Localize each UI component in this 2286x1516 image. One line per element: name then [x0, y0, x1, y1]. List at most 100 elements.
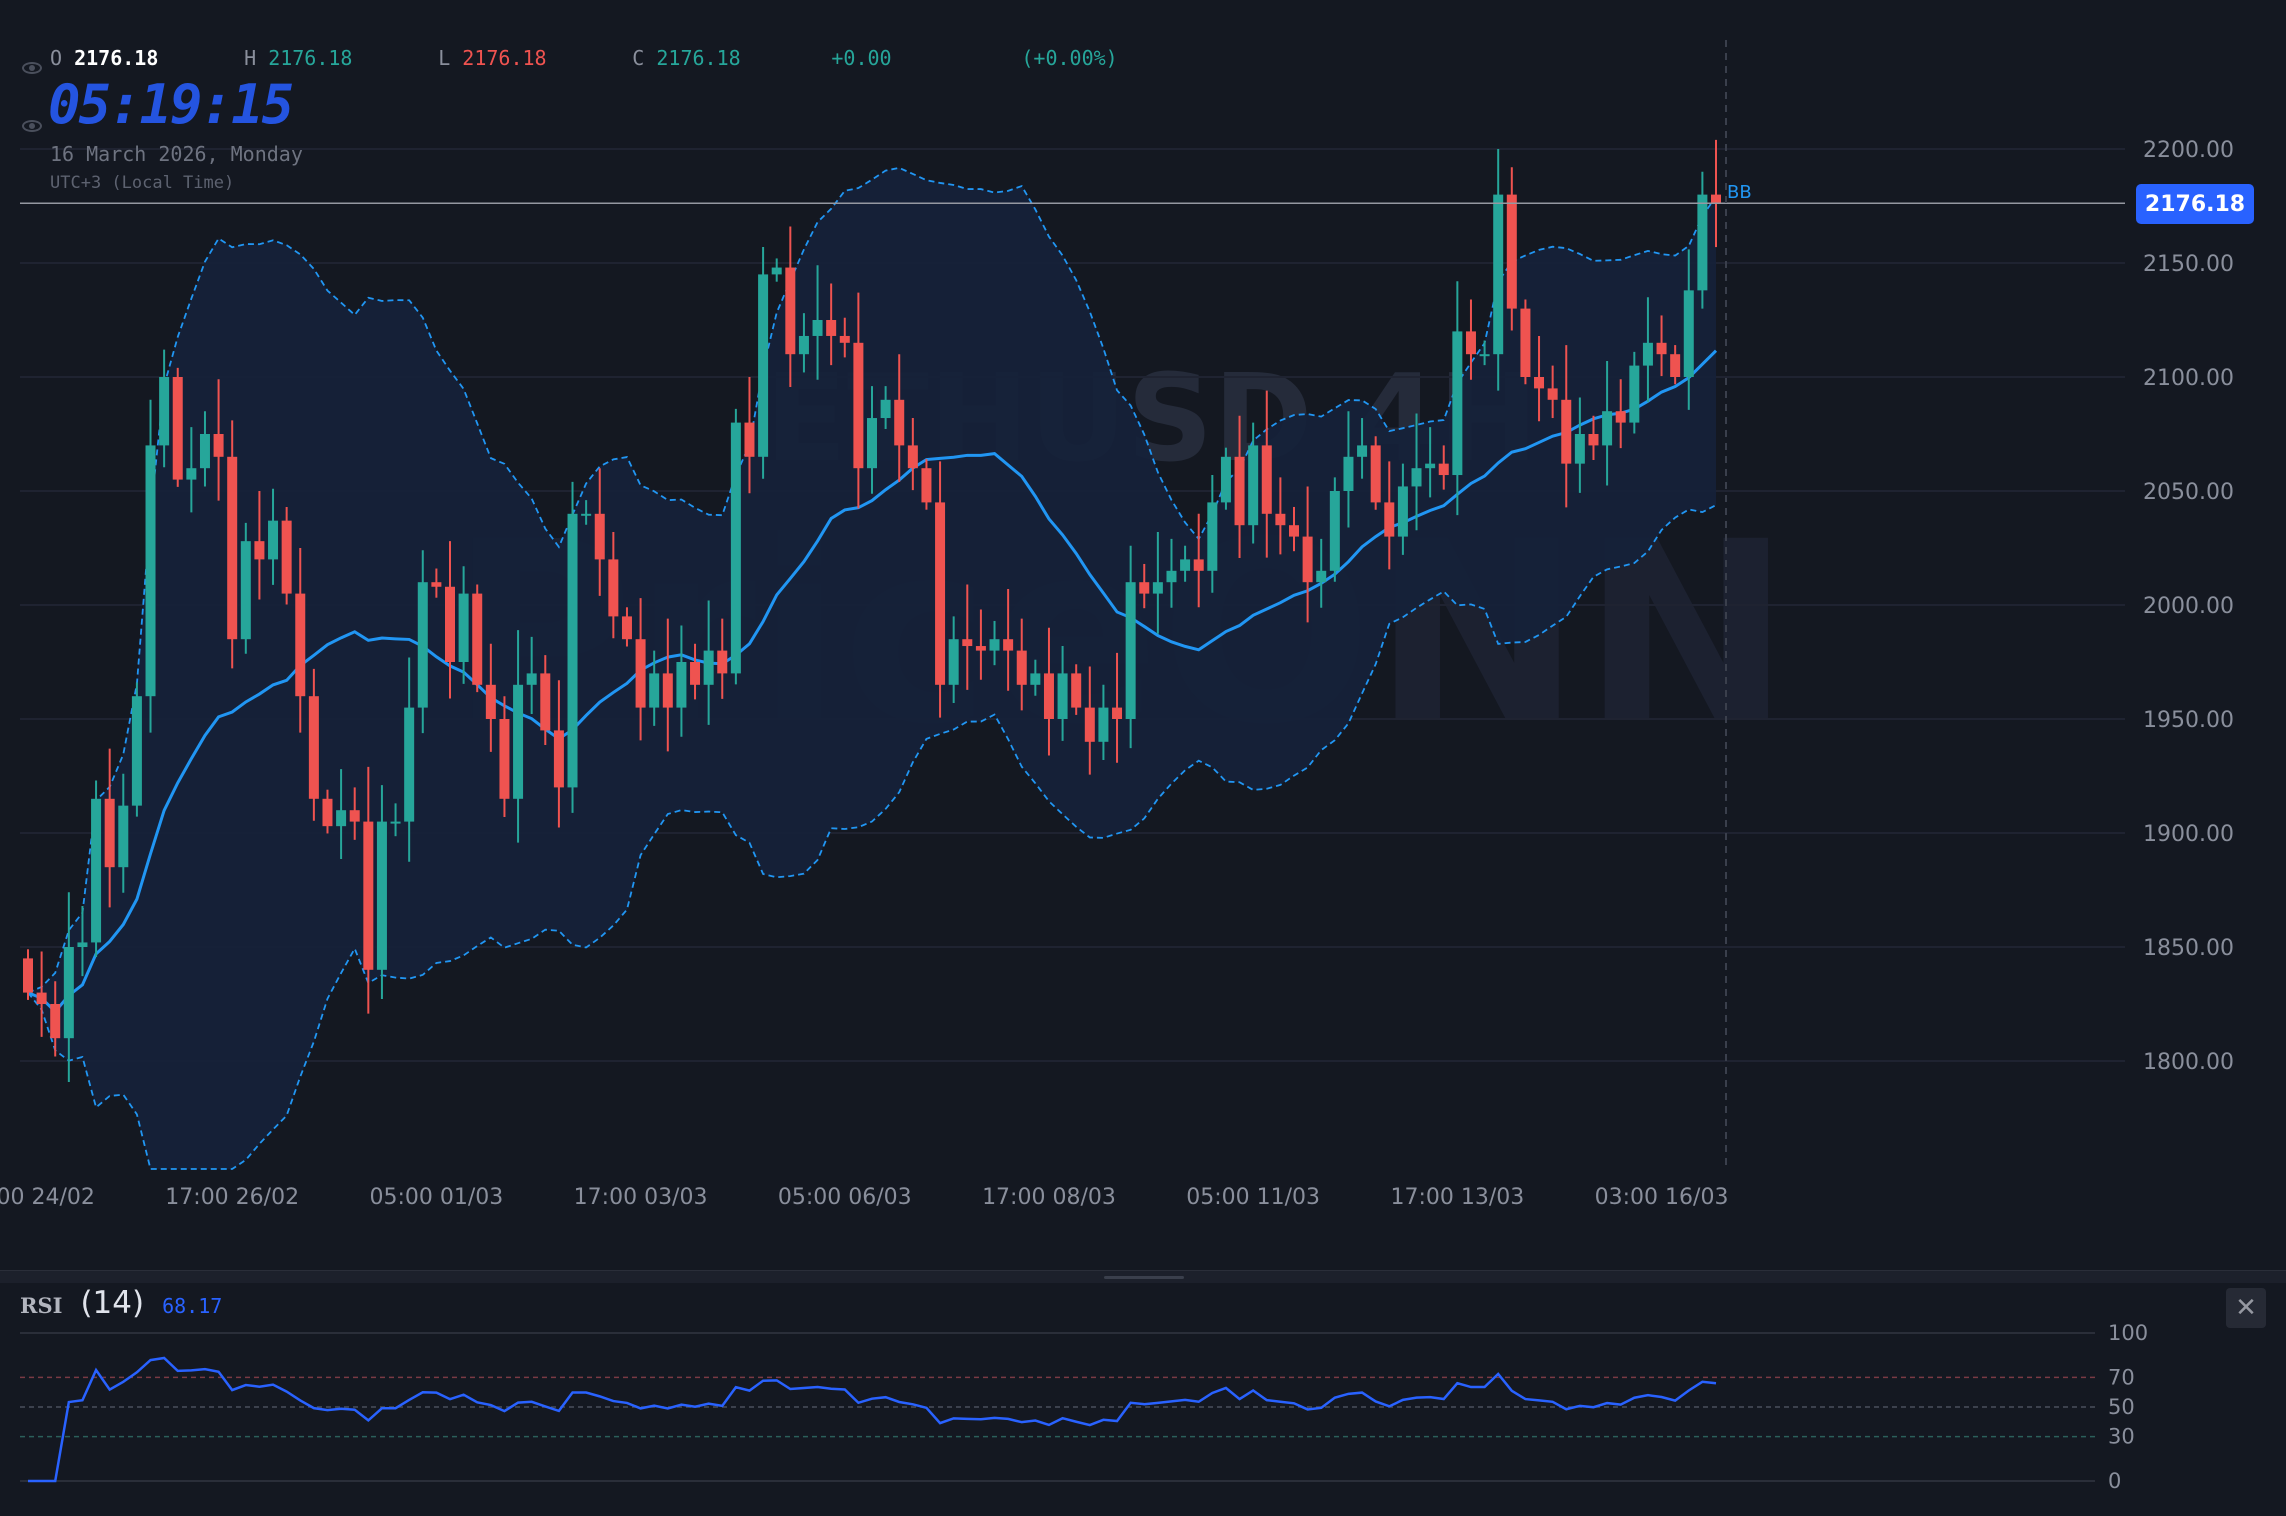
candle [1003, 589, 1014, 691]
candle-body [1057, 673, 1068, 719]
candle [1057, 646, 1068, 741]
candle [1220, 447, 1231, 510]
candle-body [145, 445, 156, 697]
rsi-pane: 100 70 50 30 0 [20, 1321, 2148, 1493]
candle-body [1506, 194, 1517, 309]
candle [1152, 532, 1163, 634]
candle [404, 657, 415, 862]
candle-body [1016, 650, 1027, 685]
rsi-name: RSI [20, 1293, 63, 1318]
bollinger-basis [27, 349, 1718, 1014]
candle [540, 655, 551, 745]
candle [717, 618, 728, 699]
candle [1697, 171, 1708, 309]
candle [268, 488, 279, 585]
candle [758, 247, 769, 479]
candle [907, 418, 918, 491]
candle-body [1452, 331, 1463, 476]
candle-body [1547, 388, 1558, 400]
candle [376, 785, 387, 999]
candle-body [935, 502, 946, 685]
eye-icon[interactable] [22, 120, 42, 132]
candle-body [254, 541, 265, 560]
candle-body [1030, 673, 1041, 685]
candle [23, 949, 33, 1000]
candle-body [649, 673, 660, 708]
candle [1071, 664, 1082, 715]
time-axis-label: 05:00 01/03 [369, 1185, 503, 1210]
candle [1261, 390, 1272, 558]
candle [1547, 365, 1558, 419]
candle-body [1697, 194, 1708, 291]
candle-body [744, 422, 755, 457]
candle [1493, 149, 1504, 391]
candle [1452, 281, 1463, 516]
candle [1465, 299, 1476, 380]
candle [336, 769, 347, 859]
candle-body [608, 559, 619, 617]
candle-body [404, 707, 415, 822]
candle-body [1248, 445, 1259, 526]
candle [1520, 299, 1531, 385]
candle [513, 630, 524, 843]
candle-body [1180, 559, 1191, 571]
candle-body [1193, 559, 1204, 571]
candle-body [1261, 445, 1272, 514]
candle-body [1316, 570, 1327, 583]
rsi-axis-label: 100 [2108, 1321, 2148, 1345]
date-label: 16 March 2026, Monday [50, 142, 303, 166]
candle [322, 789, 333, 834]
candle-body [1425, 463, 1436, 469]
candle [1030, 659, 1041, 696]
candle-body [1384, 502, 1395, 537]
candle-body [390, 821, 401, 824]
candle-body [948, 639, 959, 685]
candle-body [240, 541, 251, 640]
candle [1683, 249, 1694, 410]
candle [730, 408, 741, 685]
candle [1425, 427, 1436, 498]
candle [880, 386, 891, 429]
candle [608, 532, 619, 639]
candle-body [839, 335, 850, 343]
candle-body [363, 821, 374, 970]
candle-body [771, 267, 782, 275]
candle-body [1397, 486, 1408, 537]
candle-body [989, 639, 1000, 651]
candle [213, 379, 224, 501]
candle [91, 780, 102, 958]
candle-body [1465, 331, 1476, 355]
change-value: +0.00 [831, 46, 892, 70]
candle [254, 491, 265, 600]
candle [172, 367, 183, 487]
candle-body [703, 650, 714, 685]
pane-resize-handle[interactable] [1104, 1276, 1184, 1279]
rsi-length: (14) [80, 1285, 145, 1321]
candle [1711, 139, 1721, 248]
candle [1016, 618, 1027, 711]
candles [23, 139, 1721, 1082]
candle [431, 568, 442, 598]
ohlc-legend: O 2176.18 H 2176.18 L 2176.18 C 2176.18 … [50, 46, 1118, 70]
price-axis-label: 1850.00 [2143, 936, 2234, 961]
candle-body [1275, 513, 1286, 526]
eye-icon[interactable] [22, 62, 42, 74]
time-axis-label: 03:00 16/03 [1595, 1185, 1729, 1210]
candle [50, 981, 61, 1057]
candle-body [1602, 411, 1613, 446]
candle [1302, 486, 1313, 623]
candle-body [513, 684, 524, 799]
candle-body [1656, 342, 1667, 355]
candle [621, 607, 632, 647]
price-axis-label: 1900.00 [2143, 822, 2234, 847]
close-icon[interactable]: ✕ [2226, 1288, 2266, 1328]
candle-body [431, 582, 442, 587]
candle-body [1370, 445, 1381, 503]
candle-body [485, 684, 496, 719]
rsi-legend: RSI (14) 68.17 [20, 1285, 222, 1321]
candle [1234, 415, 1245, 559]
candle [676, 625, 687, 737]
candle [1166, 538, 1177, 608]
bb-indicator-label[interactable]: BB [1727, 182, 1752, 203]
